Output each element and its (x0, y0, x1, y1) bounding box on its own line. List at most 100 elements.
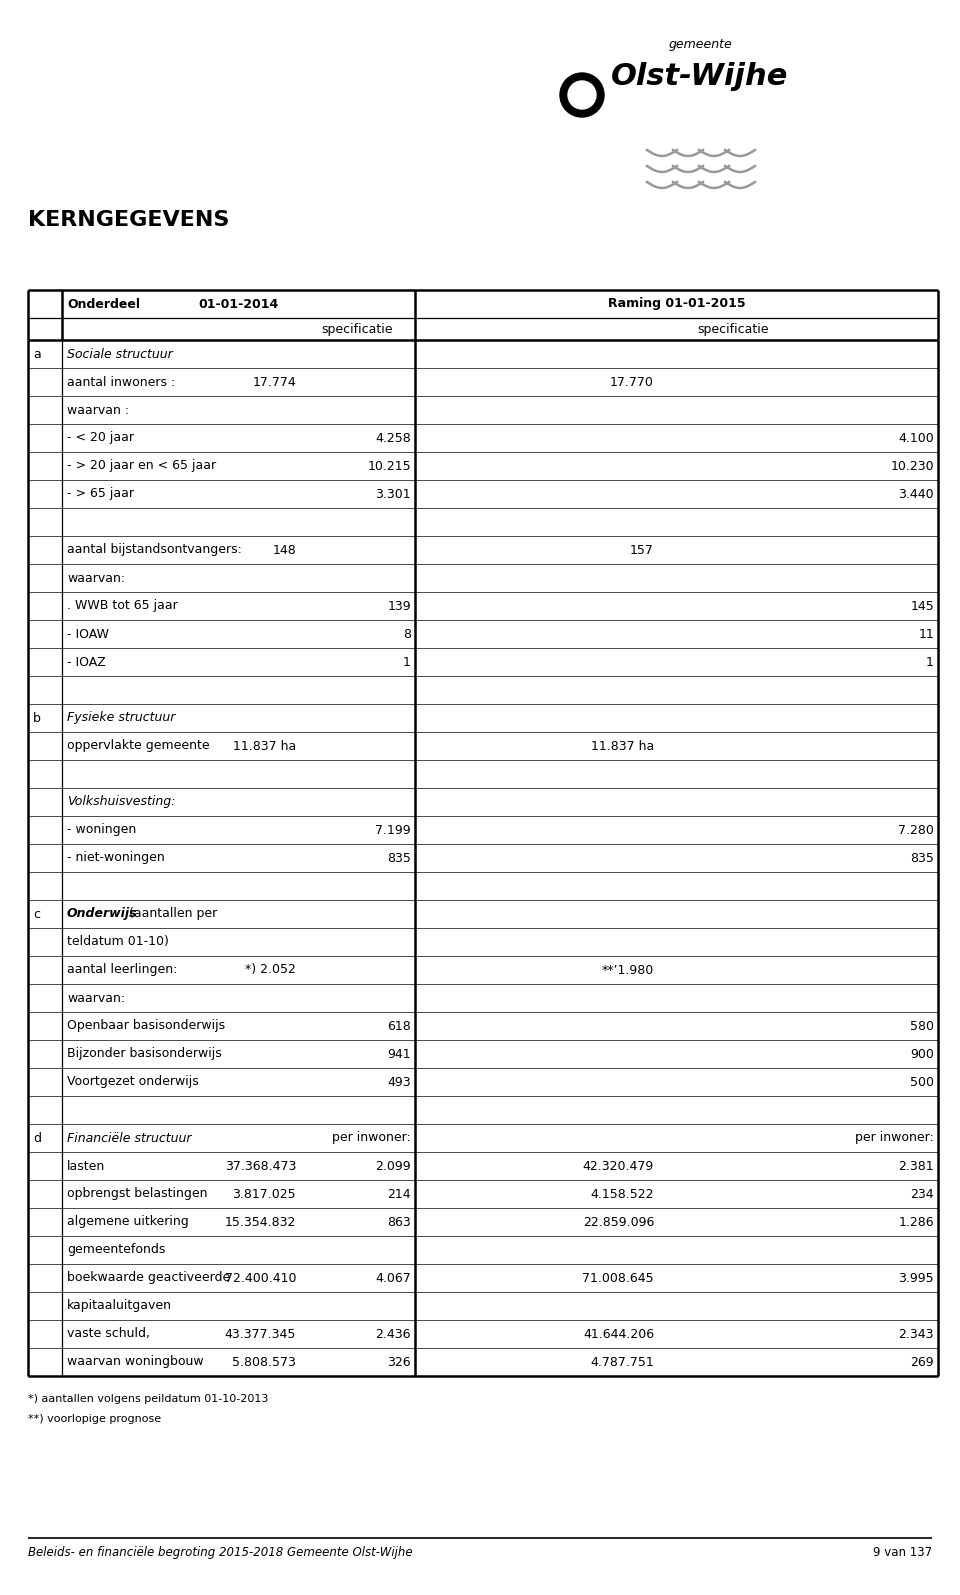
Text: 941: 941 (388, 1048, 411, 1061)
Text: 4.258: 4.258 (375, 432, 411, 445)
Text: per inwoner:: per inwoner: (855, 1131, 934, 1145)
Text: Beleids- en financiële begroting 2015-2018 Gemeente Olst-Wijhe: Beleids- en financiële begroting 2015-20… (28, 1546, 413, 1558)
Text: 234: 234 (910, 1188, 934, 1201)
Text: 11: 11 (919, 627, 934, 641)
Text: 7.280: 7.280 (899, 823, 934, 836)
Text: waarvan woningbouw: waarvan woningbouw (67, 1356, 204, 1369)
Text: 3.995: 3.995 (899, 1271, 934, 1284)
Text: 8: 8 (403, 627, 411, 641)
Text: (aantallen per: (aantallen per (125, 908, 217, 920)
Text: 37.368.473: 37.368.473 (225, 1160, 296, 1172)
Text: 900: 900 (910, 1048, 934, 1061)
Text: 01-01-2014: 01-01-2014 (199, 298, 278, 311)
Text: 42.320.479: 42.320.479 (583, 1160, 654, 1172)
Text: Bijzonder basisonderwijs: Bijzonder basisonderwijs (67, 1048, 222, 1061)
Text: 10.215: 10.215 (368, 459, 411, 472)
Text: 835: 835 (387, 852, 411, 864)
Text: 41.644.206: 41.644.206 (583, 1327, 654, 1340)
Text: 863: 863 (387, 1215, 411, 1228)
Text: lasten: lasten (67, 1160, 106, 1172)
Text: - niet-woningen: - niet-woningen (67, 852, 165, 864)
Text: Olst-Wijhe: Olst-Wijhe (612, 62, 789, 91)
Text: Sociale structuur: Sociale structuur (67, 348, 173, 360)
Text: 326: 326 (388, 1356, 411, 1369)
Text: *) 2.052: *) 2.052 (245, 963, 296, 976)
Text: gemeentefonds: gemeentefonds (67, 1244, 165, 1257)
Text: - > 20 jaar en < 65 jaar: - > 20 jaar en < 65 jaar (67, 459, 216, 472)
Text: Financiële structuur: Financiële structuur (67, 1131, 191, 1145)
Text: c: c (33, 908, 40, 920)
Text: 43.377.345: 43.377.345 (225, 1327, 296, 1340)
Text: 1: 1 (403, 656, 411, 668)
Text: 1.286: 1.286 (899, 1215, 934, 1228)
Text: 4.787.751: 4.787.751 (590, 1356, 654, 1369)
Circle shape (560, 73, 604, 116)
Text: 2.343: 2.343 (899, 1327, 934, 1340)
Text: - IOAZ: - IOAZ (67, 656, 106, 668)
Text: Volkshuisvesting:: Volkshuisvesting: (67, 796, 176, 809)
Text: 157: 157 (630, 544, 654, 557)
Text: 500: 500 (910, 1075, 934, 1088)
Text: 580: 580 (910, 1019, 934, 1032)
Text: 22.859.096: 22.859.096 (583, 1215, 654, 1228)
Text: 139: 139 (388, 600, 411, 612)
Text: boekwaarde geactiveerde: boekwaarde geactiveerde (67, 1271, 230, 1284)
Text: - woningen: - woningen (67, 823, 136, 836)
Text: opbrengst belastingen: opbrengst belastingen (67, 1188, 207, 1201)
Text: 72.400.410: 72.400.410 (225, 1271, 296, 1284)
Text: 7.199: 7.199 (375, 823, 411, 836)
Text: **) voorlopige prognose: **) voorlopige prognose (28, 1415, 161, 1424)
Text: Raming 01-01-2015: Raming 01-01-2015 (608, 298, 745, 311)
Text: 17.770: 17.770 (611, 375, 654, 389)
Text: 4.067: 4.067 (375, 1271, 411, 1284)
Text: 17.774: 17.774 (252, 375, 296, 389)
Text: - IOAW: - IOAW (67, 627, 109, 641)
Text: **’1.980: **’1.980 (602, 963, 654, 976)
Text: Voortgezet onderwijs: Voortgezet onderwijs (67, 1075, 199, 1088)
Text: Onderdeel: Onderdeel (67, 298, 140, 311)
Text: specificatie: specificatie (322, 322, 394, 335)
Text: oppervlakte gemeente: oppervlakte gemeente (67, 740, 209, 753)
Text: aantal bijstandsontvangers:: aantal bijstandsontvangers: (67, 544, 242, 557)
Text: 3.301: 3.301 (375, 488, 411, 501)
Text: d: d (33, 1131, 41, 1145)
Text: 148: 148 (273, 544, 296, 557)
Text: Onderwijs: Onderwijs (67, 908, 137, 920)
Text: 10.230: 10.230 (890, 459, 934, 472)
Text: aantal inwoners :: aantal inwoners : (67, 375, 176, 389)
Text: - < 20 jaar: - < 20 jaar (67, 432, 134, 445)
Text: 145: 145 (910, 600, 934, 612)
Text: Fysieke structuur: Fysieke structuur (67, 711, 176, 724)
Text: 1: 1 (926, 656, 934, 668)
Text: 493: 493 (388, 1075, 411, 1088)
Text: 3.817.025: 3.817.025 (232, 1188, 296, 1201)
Text: aantal leerlingen:: aantal leerlingen: (67, 963, 178, 976)
Text: waarvan:: waarvan: (67, 992, 125, 1005)
Text: b: b (33, 711, 41, 724)
Text: Openbaar basisonderwijs: Openbaar basisonderwijs (67, 1019, 226, 1032)
Text: 835: 835 (910, 852, 934, 864)
Text: 15.354.832: 15.354.832 (225, 1215, 296, 1228)
Text: 618: 618 (387, 1019, 411, 1032)
Text: 214: 214 (388, 1188, 411, 1201)
Text: gemeente: gemeente (668, 38, 732, 51)
Text: 11.837 ha: 11.837 ha (590, 740, 654, 753)
Text: teldatum 01-10): teldatum 01-10) (67, 936, 169, 949)
Text: waarvan:: waarvan: (67, 571, 125, 584)
Text: a: a (33, 348, 40, 360)
Text: vaste schuld,: vaste schuld, (67, 1327, 150, 1340)
Text: 2.099: 2.099 (375, 1160, 411, 1172)
Text: . WWB tot 65 jaar: . WWB tot 65 jaar (67, 600, 178, 612)
Text: waarvan :: waarvan : (67, 404, 130, 416)
Text: algemene uitkering: algemene uitkering (67, 1215, 189, 1228)
Text: *) aantallen volgens peildatum 01-10-2013: *) aantallen volgens peildatum 01-10-201… (28, 1394, 269, 1404)
Text: 71.008.645: 71.008.645 (583, 1271, 654, 1284)
Text: specificatie: specificatie (697, 322, 769, 335)
Text: KERNGEGEVENS: KERNGEGEVENS (28, 211, 229, 230)
Text: per inwoner:: per inwoner: (332, 1131, 411, 1145)
Text: 269: 269 (910, 1356, 934, 1369)
Text: 4.100: 4.100 (899, 432, 934, 445)
Text: - > 65 jaar: - > 65 jaar (67, 488, 134, 501)
Text: 2.381: 2.381 (899, 1160, 934, 1172)
Text: 9 van 137: 9 van 137 (873, 1546, 932, 1558)
